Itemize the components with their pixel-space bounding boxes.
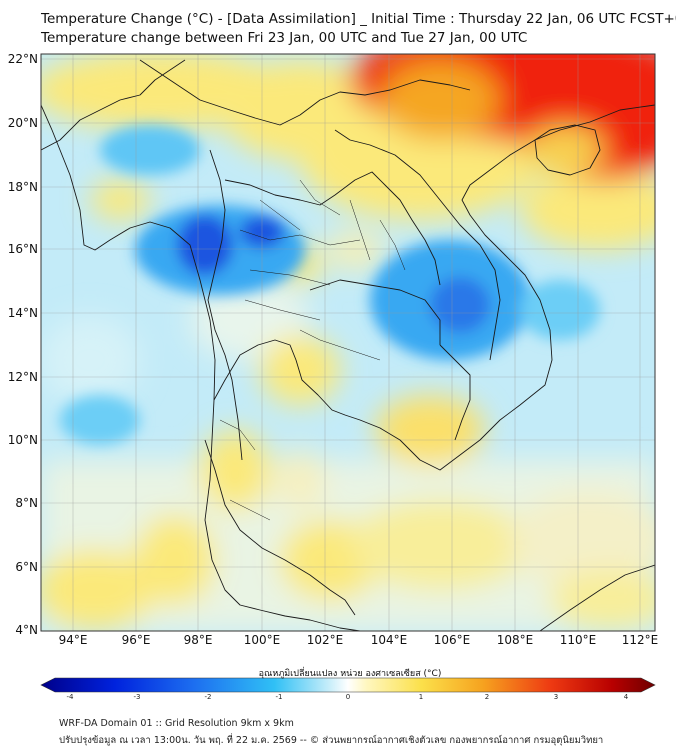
lon-label: 110°E <box>559 633 597 647</box>
lon-label: 100°E <box>243 633 281 647</box>
lon-label: 94°E <box>58 633 88 647</box>
chart-title-line2: Temperature change between Fri 23 Jan, 0… <box>41 30 528 46</box>
lon-label: 96°E <box>121 633 151 647</box>
coastline-gulf <box>213 104 655 471</box>
chart-title-line1: Temperature Change (°C) - [Data Assimila… <box>41 11 676 27</box>
colorbar-tick: 0 <box>345 693 351 701</box>
lat-label: 6°N <box>15 560 38 574</box>
colorbar <box>40 677 656 693</box>
map-frame <box>40 53 656 632</box>
lat-label: 14°N <box>7 306 38 320</box>
coastline <box>41 104 361 631</box>
colorbar-tick: 4 <box>623 693 629 701</box>
border-thailand-laos <box>224 171 441 286</box>
footer-update-info: ปรับปรุงข้อมูล ณ เวลา 13:00น. วัน พฤ. ที… <box>59 735 604 746</box>
colorbar-tick: -3 <box>133 693 141 701</box>
lon-label: 106°E <box>433 633 471 647</box>
lon-label: 102°E <box>306 633 344 647</box>
border-china <box>139 59 471 126</box>
colorbar-tick: -1 <box>275 693 283 701</box>
border-laos-vietnam <box>334 129 501 361</box>
lat-label: 8°N <box>15 496 38 510</box>
colorbar-tick: 3 <box>553 693 559 701</box>
colorbar-label: อุณหภูมิเปลี่ยนแปลง หน่วย องศาเซลเซียส (… <box>258 669 442 679</box>
border-thailand-cambodia <box>309 279 441 345</box>
coastline-island <box>534 124 601 176</box>
lon-label: 108°E <box>496 633 534 647</box>
provinces <box>219 179 406 521</box>
lat-label: 22°N <box>7 52 38 66</box>
lat-label: 12°N <box>7 370 38 384</box>
border-cambodia-vietnam <box>439 344 471 441</box>
coastline-peninsula <box>204 439 356 616</box>
lat-label: 16°N <box>7 242 38 256</box>
lon-label: 98°E <box>183 633 213 647</box>
coastline-borneo <box>539 564 655 631</box>
lon-label: 112°E <box>621 633 659 647</box>
colorbar-tick: 2 <box>484 693 490 701</box>
lat-label: 20°N <box>7 116 38 130</box>
temperature-field <box>41 54 655 631</box>
colorbar-tick: -4 <box>66 693 74 701</box>
lat-lon-grid <box>41 54 655 631</box>
lon-label: 104°E <box>370 633 408 647</box>
colorbar-tick: 1 <box>418 693 424 701</box>
colorbar-tick: -2 <box>204 693 212 701</box>
border-myanmar-thailand <box>207 149 243 461</box>
lat-label: 4°N <box>15 623 38 637</box>
lat-label: 18°N <box>7 180 38 194</box>
border-myanmar-india <box>41 59 186 151</box>
lat-label: 10°N <box>7 433 38 447</box>
footer-model-info: WRF-DA Domain 01 :: Grid Resolution 9km … <box>59 718 294 729</box>
